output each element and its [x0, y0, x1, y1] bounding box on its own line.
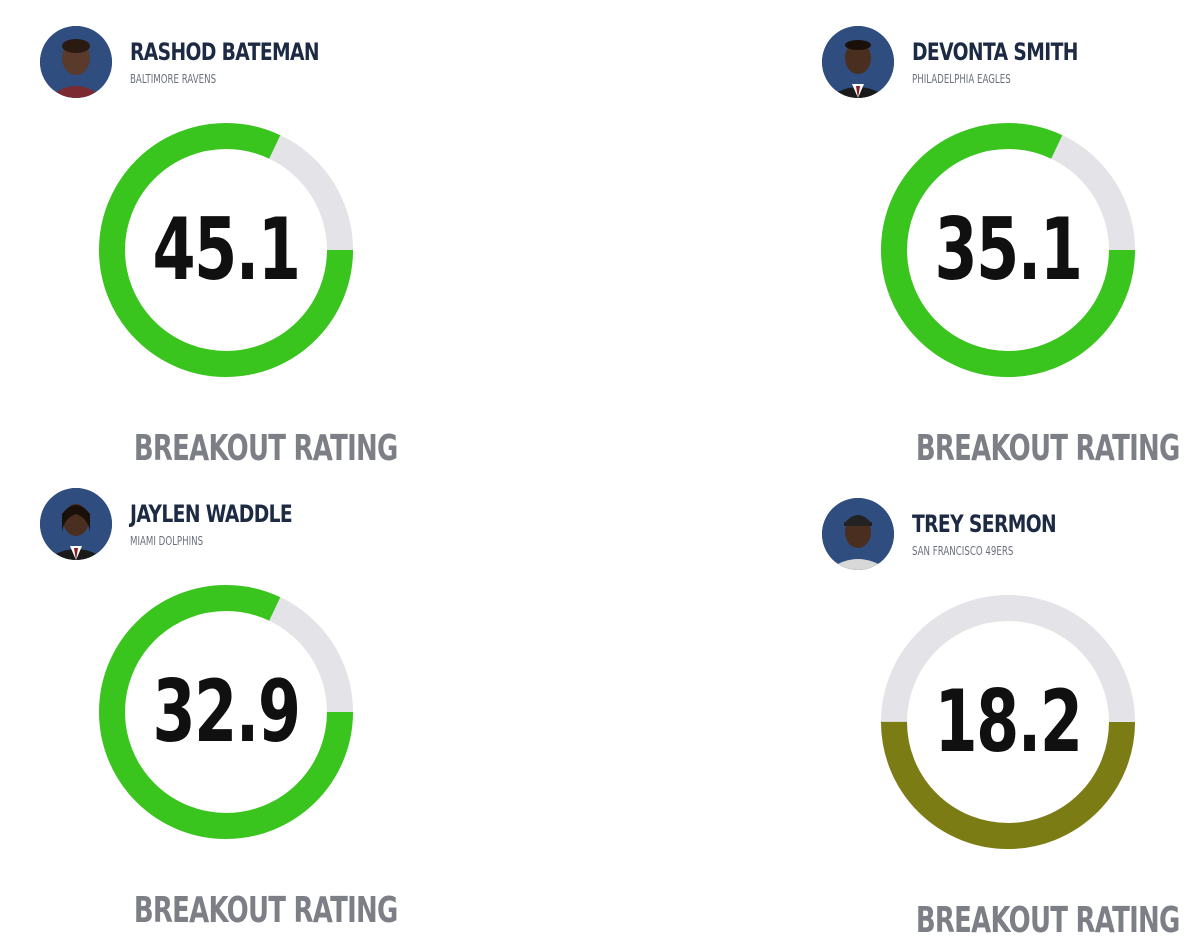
- player-avatar: [822, 498, 894, 570]
- player-name: DEVONTA SMITH: [912, 38, 1078, 66]
- rating-value: 35.1: [934, 200, 1082, 300]
- rating-ring: 35.1: [880, 122, 1136, 378]
- rating-value: 18.2: [934, 672, 1082, 772]
- player-headshot-icon: [40, 26, 112, 98]
- player-team: BALTIMORE RAVENS: [130, 72, 217, 86]
- player-name: RASHOD BATEMAN: [130, 38, 320, 66]
- rating-value: 45.1: [152, 200, 300, 300]
- player-headshot-icon: [40, 488, 112, 560]
- player-card-jaylen-waddle: JAYLEN WADDLE MIAMI DOLPHINS 32.9 BREAKO…: [40, 488, 398, 931]
- rating-ring: 45.1: [98, 122, 354, 378]
- player-card-trey-sermon: TREY SERMON SAN FRANCISCO 49ERS 18.2 BRE…: [822, 498, 1180, 941]
- player-avatar: [40, 488, 112, 560]
- rating-value: 32.9: [152, 662, 300, 762]
- rating-ring: 18.2: [880, 594, 1136, 850]
- player-card-rashod-bateman: RASHOD BATEMAN BALTIMORE RAVENS 45.1 BRE…: [40, 26, 398, 469]
- rating-ring-fill: [881, 595, 1135, 849]
- player-headshot-icon: [822, 26, 894, 98]
- player-card-devonta-smith: DEVONTA SMITH PHILADELPHIA EAGLES 35.1 B…: [822, 26, 1180, 469]
- player-team: MIAMI DOLPHINS: [130, 534, 204, 548]
- player-name: JAYLEN WADDLE: [130, 500, 293, 528]
- player-avatar: [822, 26, 894, 98]
- rating-label: BREAKOUT RATING: [915, 428, 1180, 469]
- player-avatar: [40, 26, 112, 98]
- rating-ring-fill: [99, 585, 353, 839]
- rating-ring-fill: [881, 123, 1135, 377]
- rating-ring: 32.9: [98, 584, 354, 840]
- rating-label: BREAKOUT RATING: [133, 428, 398, 469]
- player-team: SAN FRANCISCO 49ERS: [912, 544, 1014, 558]
- rating-ring-fill: [99, 123, 353, 377]
- player-team: PHILADELPHIA EAGLES: [912, 72, 1011, 86]
- player-name: TREY SERMON: [912, 510, 1057, 538]
- rating-label: BREAKOUT RATING: [133, 890, 398, 931]
- rating-label: BREAKOUT RATING: [915, 900, 1180, 941]
- player-headshot-icon: [822, 498, 894, 570]
